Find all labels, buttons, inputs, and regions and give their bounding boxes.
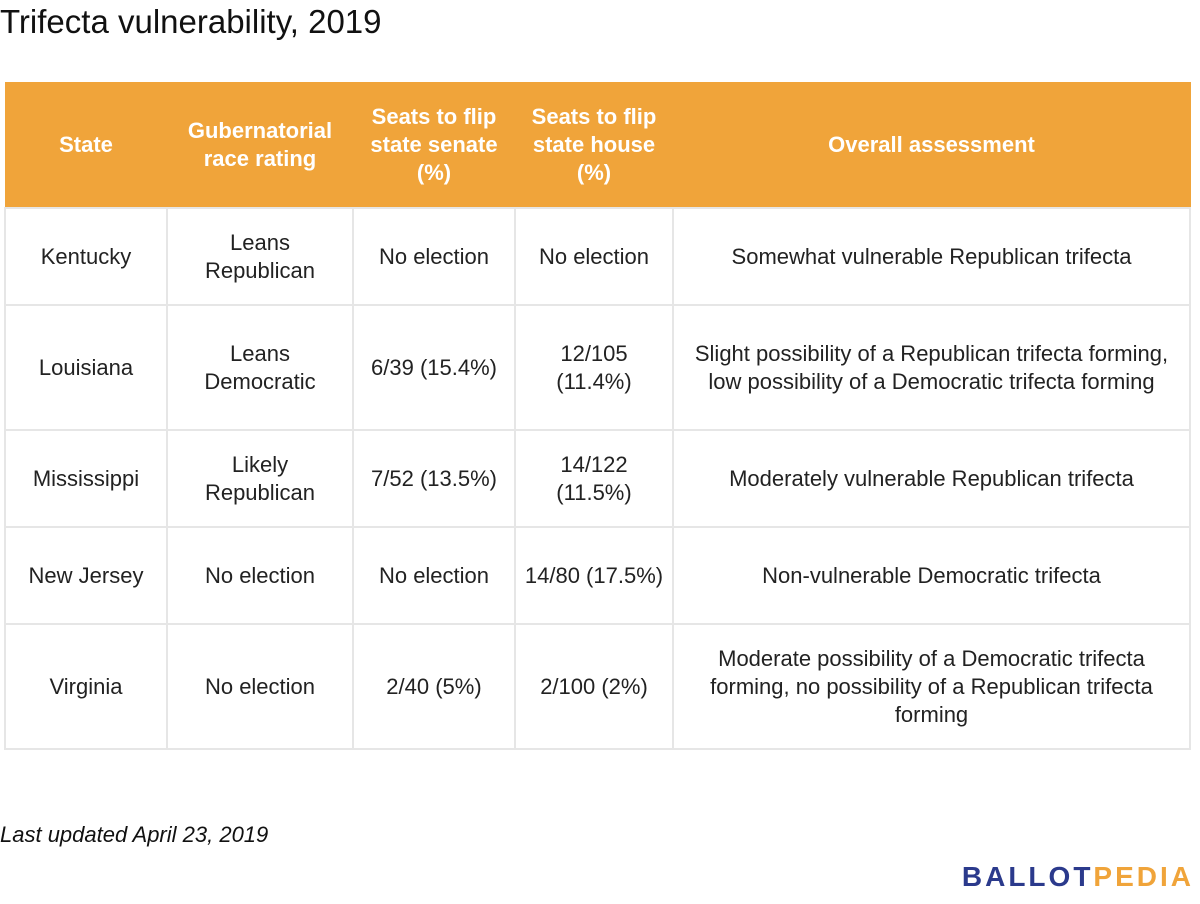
trifecta-table: State Gubernatorial race rating Seats to… [4,82,1191,750]
logo-text-ballot: BALLOT [961,861,1094,892]
table-row: Virginia No election 2/40 (5%) 2/100 (2%… [4,623,1191,750]
header-overall-assessment: Overall assessment [672,82,1191,208]
header-house-seats: Seats to flip state house (%) [514,82,674,208]
cell-overall-assessment: Moderate possibility of a Democratic tri… [672,623,1191,750]
last-updated-note: Last updated April 23, 2019 [0,822,269,847]
table-row: New Jersey No election No election 14/80… [4,526,1191,625]
cell-gubernatorial-rating: No election [166,526,354,625]
cell-senate-seats: No election [352,526,516,625]
cell-state: New Jersey [4,526,168,625]
cell-house-seats: 12/105 (11.4%) [514,304,674,431]
table-header-row: State Gubernatorial race rating Seats to… [4,82,1191,208]
cell-gubernatorial-rating: Leans Republican [166,207,354,306]
cell-state: Louisiana [4,304,168,431]
cell-overall-assessment: Slight possibility of a Republican trife… [672,304,1191,431]
table-row: Mississippi Likely Republican 7/52 (13.5… [4,429,1191,528]
header-state: State [4,82,168,208]
logo-text-pedia: PEDIA [1093,861,1194,892]
cell-gubernatorial-rating: No election [166,623,354,750]
cell-house-seats: 2/100 (2%) [514,623,674,750]
cell-state: Mississippi [4,429,168,528]
page-title: Trifecta vulnerability, 2019 [0,3,382,40]
cell-house-seats: 14/80 (17.5%) [514,526,674,625]
table-row: Kentucky Leans Republican No election No… [4,207,1191,306]
cell-senate-seats: 7/52 (13.5%) [352,429,516,528]
header-gubernatorial-rating: Gubernatorial race rating [166,82,354,208]
header-senate-seats: Seats to flip state senate (%) [352,82,516,208]
cell-overall-assessment: Moderately vulnerable Republican trifect… [672,429,1191,528]
cell-overall-assessment: Non-vulnerable Democratic trifecta [672,526,1191,625]
cell-house-seats: No election [514,207,674,306]
cell-gubernatorial-rating: Likely Republican [166,429,354,528]
table-row: Louisiana Leans Democratic 6/39 (15.4%) … [4,304,1191,431]
cell-senate-seats: 6/39 (15.4%) [352,304,516,431]
cell-overall-assessment: Somewhat vulnerable Republican trifecta [672,207,1191,306]
cell-state: Kentucky [4,207,168,306]
cell-senate-seats: 2/40 (5%) [352,623,516,750]
cell-state: Virginia [4,623,168,750]
cell-gubernatorial-rating: Leans Democratic [166,304,354,431]
cell-senate-seats: No election [352,207,516,306]
ballotpedia-logo: BALLOTPEDIA [962,860,1194,894]
cell-house-seats: 14/122 (11.5%) [514,429,674,528]
